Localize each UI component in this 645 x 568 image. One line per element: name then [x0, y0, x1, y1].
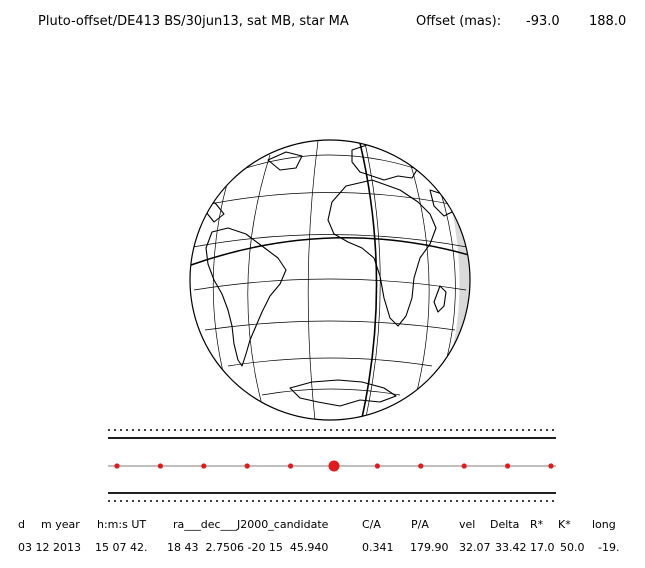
graticule-longitudes	[212, 140, 456, 420]
header-vel: vel	[459, 518, 476, 531]
value-ra-dec: 18 43 2.7506 -20 15 45.940	[167, 541, 329, 554]
header-pa: P/A	[411, 518, 429, 531]
offset-y-value: 188.0	[589, 14, 627, 29]
madagascar	[433, 285, 447, 313]
globe	[189, 139, 471, 421]
continents	[203, 143, 457, 407]
antarctica	[289, 379, 397, 407]
header-ra-dec: ra___dec___J2000_candidate	[173, 518, 329, 531]
track-dot	[548, 463, 554, 469]
value-time: 15 07 42.	[95, 541, 148, 554]
value-long: -19.	[598, 541, 620, 554]
track-dot	[288, 463, 294, 469]
track-dot	[157, 463, 163, 469]
value-delta: 33.42	[495, 541, 527, 554]
offset-label: Offset (mas):	[416, 14, 502, 29]
value-pa: 179.90	[410, 541, 449, 554]
offset-x-value: -93.0	[526, 14, 560, 29]
value-r-star: 17.0	[530, 541, 555, 554]
track-dot	[461, 463, 467, 469]
value-ca: 0.341	[362, 541, 394, 554]
plot-title: Pluto-offset/DE413 BS/30jun13, sat MB, s…	[38, 14, 349, 29]
header-long: long	[592, 518, 616, 531]
header-delta: Delta	[490, 518, 520, 531]
header-d: d	[18, 518, 25, 531]
track-dot	[244, 463, 250, 469]
header-hms-ut: h:m:s UT	[97, 518, 147, 531]
track-dot	[201, 463, 207, 469]
greenland	[267, 151, 303, 171]
header-k-star: K*	[558, 518, 571, 531]
track-dot	[114, 463, 120, 469]
track-dot	[505, 463, 511, 469]
track-dot	[374, 463, 380, 469]
closest-approach-dot	[328, 460, 340, 472]
track-dots	[114, 460, 554, 472]
globe-limb	[189, 139, 471, 421]
header-m-year: m year	[41, 518, 80, 531]
graticule-latitudes	[192, 154, 468, 396]
value-vel: 32.07	[459, 541, 491, 554]
value-date: 03 12 2013	[18, 541, 81, 554]
south-america	[205, 227, 287, 367]
track-band	[108, 429, 556, 502]
header-r-star: R*	[530, 518, 544, 531]
header-ca: C/A	[362, 518, 381, 531]
value-k-star: 50.0	[560, 541, 585, 554]
africa	[327, 179, 437, 327]
central-meridian	[359, 142, 378, 419]
track-dot	[418, 463, 424, 469]
equator	[190, 237, 470, 266]
